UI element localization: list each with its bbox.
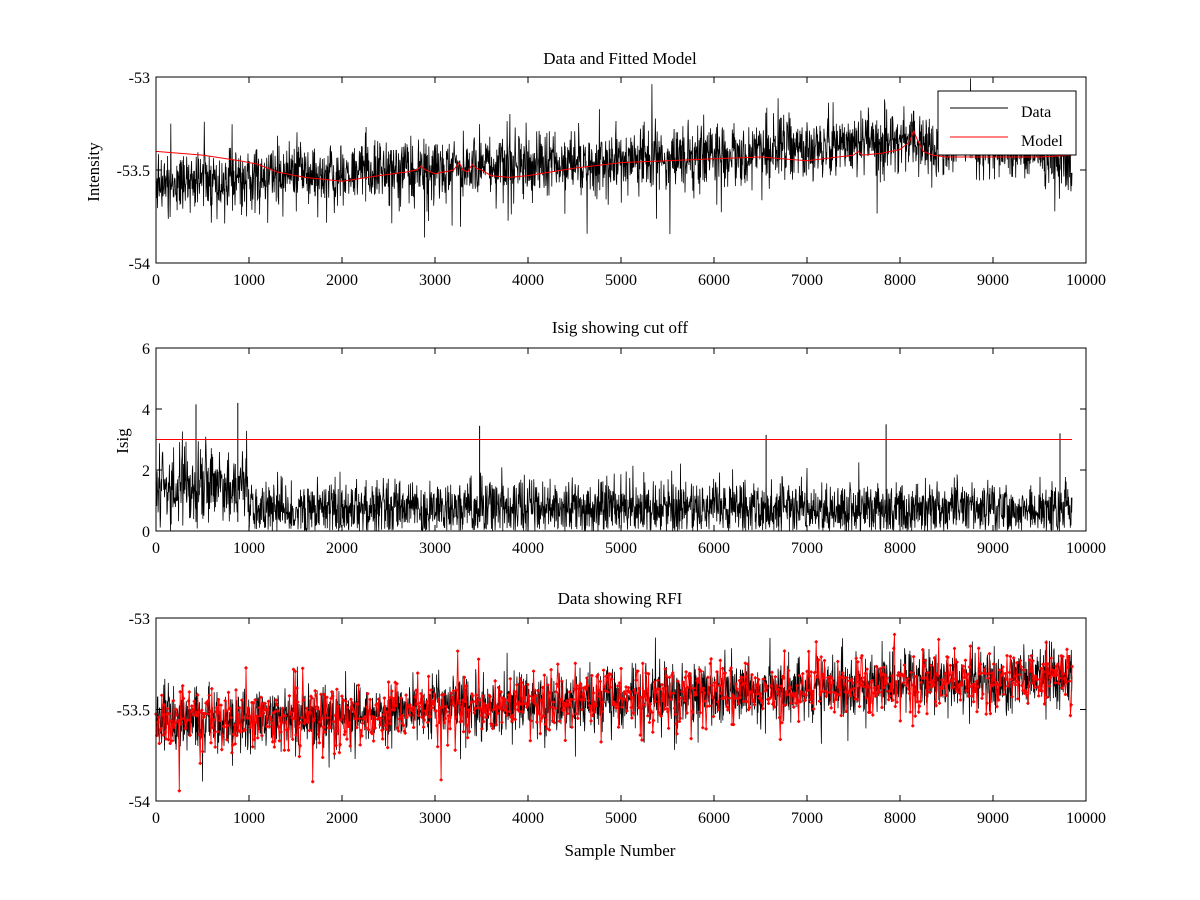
- legend-box: [937, 90, 1077, 156]
- panel-2-xtick-label: 8000: [884, 540, 916, 557]
- panel-1-ytick-label: -53: [129, 70, 150, 87]
- panel-1-ticks: 0 1000 2000 3000 4000 5000 6000 7000 8000 9000 100…: [117, 70, 1106, 289]
- panel-3-xtick-label: 1000: [233, 810, 265, 827]
- panel-3-xtick-label: 6000: [698, 810, 730, 827]
- panel-1-xtick-label: 7000: [791, 272, 823, 289]
- panel-1-xtick-label: 10000: [1066, 272, 1106, 289]
- panel-2-ylabel: Isig: [113, 428, 132, 454]
- panel-1-xtick-label: 6000: [698, 272, 730, 289]
- panel-2-xtick-label: 3000: [419, 540, 451, 557]
- panel-2-xtick-label: 5000: [605, 540, 637, 557]
- panel-3-xtick-label: 4000: [512, 810, 544, 827]
- panel-3-xtick-label: 8000: [884, 810, 916, 827]
- panel-3-xtick-label: 10000: [1066, 810, 1106, 827]
- panel-3-xtick-label: 0: [152, 810, 160, 827]
- panel-1-xtick-label: 9000: [977, 272, 1009, 289]
- panel-3-xtick-label: 3000: [419, 810, 451, 827]
- panel-2-xtick-label: 4000: [512, 540, 544, 557]
- panel-2-xtick-label: 0: [152, 540, 160, 557]
- legend-entry-data: Data: [1021, 104, 1051, 121]
- panel-2-xtick-label: 9000: [977, 540, 1009, 557]
- panel-2-plot-area: [155, 402, 1073, 532]
- panel-3-xtick-label: 9000: [977, 810, 1009, 827]
- panel-3-ytick-label: -54: [129, 794, 150, 811]
- panel-1-model-line: [155, 129, 1073, 182]
- panel-2-ticks: 0 1000 2000 3000 4000 5000 6000 7000 8000 9000 100…: [142, 341, 1106, 557]
- panel-2-xtick-label: 7000: [791, 540, 823, 557]
- panel-3-xlabel: Sample Number: [565, 841, 676, 860]
- panel-data-and-fitted-model: Data and Fitted Model Intensity 0 1000 200…: [84, 49, 1106, 289]
- panel-1-title: Data and Fitted Model: [543, 49, 697, 68]
- panel-1-xtick-label: 5000: [605, 272, 637, 289]
- legend: Data Model: [937, 90, 1077, 156]
- panel-3-ytick-label: -53.5: [117, 703, 150, 720]
- panel-2-xtick-label: 2000: [326, 540, 358, 557]
- panel-3-xtick-label: 5000: [605, 810, 637, 827]
- panel-1-data-trace: [155, 78, 1073, 238]
- panel-3-xtick-label: 7000: [791, 810, 823, 827]
- panel-3-plot-area: [154, 632, 1074, 793]
- panel-1-xtick-label: 2000: [326, 272, 358, 289]
- panel-data-showing-rfi: Data showing RFI Sample Number 0 1000 2000…: [117, 589, 1106, 860]
- panel-1-xtick-label: 1000: [233, 272, 265, 289]
- panel-1-plot-area: [155, 78, 1073, 238]
- panel-2-axes-frame: [155, 347, 1087, 532]
- panel-3-title: Data showing RFI: [558, 589, 683, 608]
- panel-1-xtick-label: 3000: [419, 272, 451, 289]
- panel-3-axes-frame: [155, 617, 1087, 802]
- panel-1-ytick-label: -54: [129, 256, 150, 273]
- panel-2-xtick-label: 10000: [1066, 540, 1106, 557]
- panel-1-xtick-label: 8000: [884, 272, 916, 289]
- panel-1-ytick-label: -53.5: [117, 163, 150, 180]
- panel-1-ylabel: Intensity: [84, 142, 103, 202]
- panel-2-ytick-label: 6: [142, 341, 150, 358]
- panel-2-isig-trace: [155, 430, 1073, 532]
- panel-3-ytick-label: -53: [129, 611, 150, 628]
- panel-2-xtick-label: 6000: [698, 540, 730, 557]
- panel-3-xtick-label: 2000: [326, 810, 358, 827]
- panel-1-xtick-label: 0: [152, 272, 160, 289]
- panel-2-ytick-label: 0: [142, 524, 150, 541]
- panel-1-xtick-label: 4000: [512, 272, 544, 289]
- panel-2-ytick-label: 4: [142, 402, 150, 419]
- legend-entry-model: Model: [1021, 133, 1063, 150]
- panel-1-axes-frame: [155, 76, 1087, 264]
- panel-isig-cutoff: Isig showing cut off Isig 0 1000 2000 3000 4…: [113, 318, 1106, 557]
- panel-2-xtick-label: 1000: [233, 540, 265, 557]
- panel-2-title: Isig showing cut off: [552, 318, 688, 337]
- panel-2-ytick-label: 2: [142, 463, 150, 480]
